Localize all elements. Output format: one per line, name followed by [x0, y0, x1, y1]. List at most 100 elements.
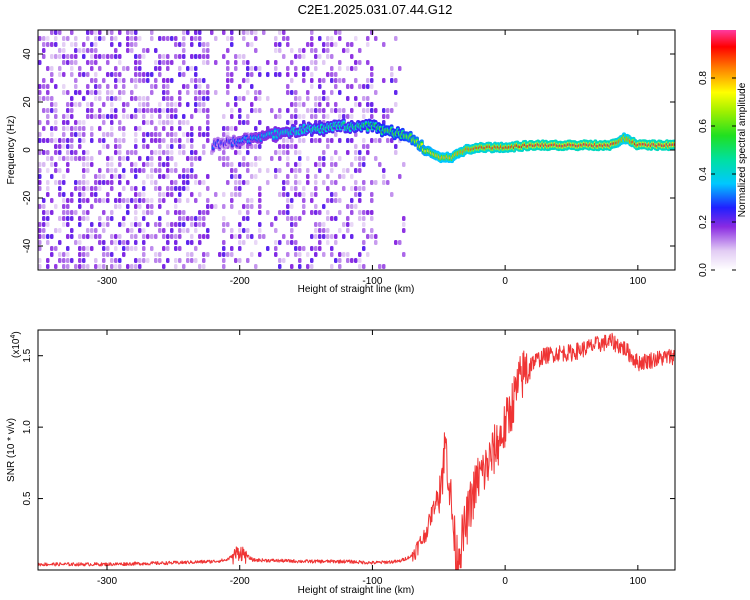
- heatmap-cell: [330, 198, 334, 203]
- heatmap-cell: [114, 138, 118, 143]
- heatmap-cell: [50, 108, 54, 113]
- heatmap-cell: [126, 228, 130, 233]
- heatmap-cell: [142, 234, 146, 239]
- heatmap-cell: [310, 48, 314, 53]
- heatmap-cell: [150, 108, 154, 113]
- heatmap-cell: [42, 138, 46, 143]
- heatmap-cell: [70, 138, 74, 143]
- heatmap-cell: [258, 228, 262, 233]
- heatmap-cell: [134, 258, 138, 263]
- heatmap-cell: [90, 234, 94, 239]
- heatmap-cell: [94, 48, 98, 53]
- heatmap-cell: [82, 174, 86, 179]
- heatmap-cell: [362, 108, 366, 113]
- heatmap-cell: [182, 42, 186, 47]
- heatmap-cell: [70, 198, 74, 203]
- heatmap-cell: [274, 66, 278, 71]
- heatmap-cell: [106, 222, 110, 227]
- heatmap-cell: [358, 210, 362, 215]
- heatmap-cell: [350, 138, 354, 143]
- heatmap-cell: [110, 210, 114, 215]
- heatmap-cell: [222, 264, 226, 269]
- heatmap-cell: [138, 54, 142, 59]
- heatmap-cell: [342, 168, 346, 173]
- heatmap-cell: [230, 246, 234, 251]
- heatmap-cell: [362, 210, 366, 215]
- heatmap-cell: [194, 258, 198, 263]
- heatmap-cell: [82, 120, 86, 125]
- heatmap-cell: [110, 108, 114, 113]
- heatmap-cell: [170, 60, 174, 65]
- heatmap-cell: [354, 168, 358, 173]
- heatmap-cell: [118, 150, 122, 155]
- heatmap-cell: [318, 240, 322, 245]
- heatmap-cell: [138, 72, 142, 77]
- heatmap-cell: [122, 138, 126, 143]
- heatmap-cell: [74, 186, 78, 191]
- heatmap-cell: [150, 198, 154, 203]
- heatmap-cell: [290, 228, 294, 233]
- heatmap-cell: [382, 174, 386, 179]
- heatmap-cell: [86, 48, 90, 53]
- heatmap-cell: [38, 162, 42, 167]
- heatmap-cell: [162, 84, 166, 89]
- heatmap-cell: [350, 234, 354, 239]
- heatmap-cell: [38, 222, 42, 227]
- heatmap-cell: [98, 186, 102, 191]
- heatmap-cell: [170, 144, 174, 149]
- heatmap-cell: [338, 174, 342, 179]
- heatmap-cell: [58, 186, 62, 191]
- heatmap-cell: [358, 48, 362, 53]
- heatmap-cell: [66, 198, 70, 203]
- heatmap-cell: [314, 222, 318, 227]
- heatmap-cell: [202, 102, 206, 107]
- heatmap-cell: [366, 252, 370, 257]
- heatmap-cell: [174, 168, 178, 173]
- heatmap-cell: [98, 168, 102, 173]
- heatmap-cell: [86, 198, 90, 203]
- heatmap-cell: [230, 228, 234, 233]
- heatmap-cell: [142, 114, 146, 119]
- heatmap-cell: [382, 108, 386, 113]
- heatmap-cell: [194, 246, 198, 251]
- heatmap-cell: [178, 228, 182, 233]
- heatmap-cell: [198, 84, 202, 89]
- heatmap-cell: [250, 198, 254, 203]
- heatmap-cell: [214, 192, 218, 197]
- heatmap-cell: [118, 240, 122, 245]
- heatmap-cell: [394, 90, 398, 95]
- heatmap-cell: [134, 210, 138, 215]
- heatmap-cell: [130, 246, 134, 251]
- heatmap-cell: [314, 96, 318, 101]
- heatmap-cell: [42, 150, 46, 155]
- heatmap-cell: [102, 36, 106, 41]
- heatmap-cell: [378, 138, 382, 143]
- heatmap-cell: [74, 132, 78, 137]
- heatmap-cell: [202, 54, 206, 59]
- heatmap-cell: [322, 156, 326, 161]
- heatmap-cell: [38, 96, 42, 101]
- heatmap-cell: [54, 246, 58, 251]
- heatmap-cell: [326, 228, 330, 233]
- heatmap-cell: [114, 96, 118, 101]
- heatmap-cell: [178, 90, 182, 95]
- heatmap-cell: [114, 264, 118, 269]
- heatmap-cell: [42, 228, 46, 233]
- heatmap-cell: [382, 114, 386, 119]
- heatmap-cell: [122, 198, 126, 203]
- heatmap-cell: [310, 78, 314, 83]
- heatmap-cell: [134, 132, 138, 137]
- heatmap-cell: [142, 240, 146, 245]
- heatmap-cell: [126, 48, 130, 53]
- y-tick-label: 0.5: [22, 491, 33, 505]
- heatmap-cell: [358, 258, 362, 263]
- heatmap-cell: [166, 162, 170, 167]
- heatmap-cell: [90, 60, 94, 65]
- heatmap-cell: [70, 102, 74, 107]
- heatmap-cell: [310, 108, 314, 113]
- heatmap-cell: [70, 234, 74, 239]
- heatmap-cell: [202, 60, 206, 65]
- heatmap-cell: [306, 180, 310, 185]
- heatmap-cell: [190, 78, 194, 83]
